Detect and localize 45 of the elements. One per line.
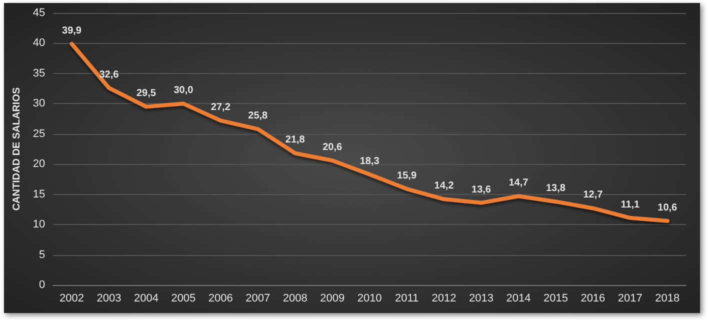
data-label: 29,5 (136, 88, 156, 100)
x-tick-label: 2003 (96, 292, 122, 304)
data-label: 14,2 (434, 180, 454, 192)
x-tick-label: 2006 (208, 292, 233, 304)
y-axis-title: CANTIDAD DE SALARIOS (12, 87, 22, 211)
data-label: 25,8 (248, 110, 268, 122)
x-tick-label: 2004 (134, 292, 158, 304)
data-label: 15,9 (397, 170, 417, 182)
data-label: 13,6 (472, 184, 492, 196)
data-label: 12,7 (583, 190, 604, 201)
x-tick-label: 2017 (618, 292, 642, 304)
y-tick-label: 15 (32, 188, 46, 200)
y-tick-label: 45 (32, 7, 46, 19)
y-tick-label: 25 (32, 128, 46, 140)
y-tick-label: 5 (39, 248, 46, 261)
x-tick-label: 2010 (357, 292, 382, 304)
data-label: 20,6 (322, 142, 343, 153)
y-tick-label: 30 (32, 98, 46, 110)
x-tick-label: 2007 (246, 292, 270, 304)
x-tick-label: 2013 (469, 292, 494, 304)
x-tick-label: 2009 (320, 292, 345, 304)
data-label: 11,1 (620, 199, 640, 210)
data-label: 30,0 (174, 85, 194, 96)
x-tick-label: 2018 (655, 292, 680, 304)
data-label: 18,3 (360, 156, 380, 167)
x-tick-label: 2005 (171, 292, 196, 304)
data-label: 14,7 (508, 178, 529, 189)
x-tick-label: 2012 (432, 292, 456, 304)
x-tick-label: 2015 (543, 292, 568, 304)
x-tick-label: 2016 (580, 292, 606, 304)
y-tick-label: 10 (32, 218, 46, 231)
data-label: 13,8 (546, 183, 566, 194)
data-label: 39,9 (62, 25, 82, 36)
data-label: 21,8 (285, 134, 306, 146)
x-tick-label: 2011 (394, 292, 419, 304)
y-tick-label: 20 (32, 158, 46, 170)
data-label: 32,6 (99, 69, 120, 80)
x-tick-label: 2014 (506, 292, 531, 304)
y-tick-label: 40 (32, 37, 46, 50)
y-tick-label: 0 (39, 279, 46, 291)
data-label: 10,6 (658, 202, 678, 214)
y-tick-label: 35 (32, 67, 46, 80)
x-tick-label: 2002 (60, 292, 84, 304)
data-label: 27,2 (210, 102, 231, 114)
x-tick-label: 2008 (282, 292, 308, 304)
